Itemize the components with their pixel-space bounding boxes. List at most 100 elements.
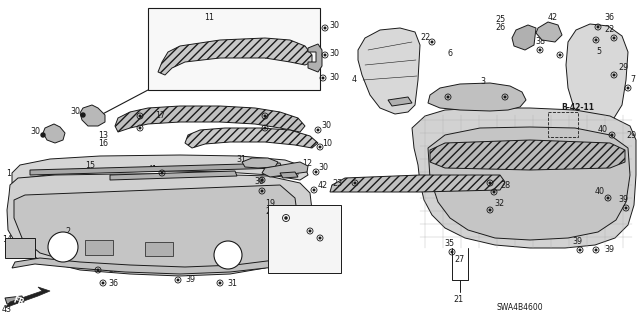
Text: 36: 36 bbox=[108, 279, 118, 288]
Text: FR.: FR. bbox=[12, 295, 28, 309]
Text: 2: 2 bbox=[65, 227, 70, 236]
Polygon shape bbox=[242, 158, 278, 168]
Circle shape bbox=[319, 145, 321, 149]
Circle shape bbox=[607, 197, 609, 199]
Circle shape bbox=[260, 179, 264, 182]
Circle shape bbox=[264, 115, 266, 117]
Circle shape bbox=[488, 209, 492, 211]
Text: 6: 6 bbox=[447, 49, 452, 58]
Text: 31: 31 bbox=[227, 278, 237, 287]
Circle shape bbox=[323, 26, 326, 29]
Circle shape bbox=[161, 172, 163, 174]
Polygon shape bbox=[358, 28, 420, 114]
Text: 9: 9 bbox=[320, 224, 325, 233]
Polygon shape bbox=[158, 38, 312, 75]
Text: 1: 1 bbox=[6, 168, 11, 177]
Circle shape bbox=[595, 39, 598, 41]
Text: 30: 30 bbox=[70, 108, 80, 116]
Polygon shape bbox=[428, 83, 526, 111]
Polygon shape bbox=[12, 252, 300, 274]
Text: 36: 36 bbox=[604, 13, 614, 23]
Circle shape bbox=[177, 278, 179, 281]
Text: 43: 43 bbox=[2, 306, 12, 315]
Circle shape bbox=[504, 95, 506, 99]
Circle shape bbox=[260, 189, 264, 192]
Text: 39: 39 bbox=[254, 176, 264, 186]
Text: 33: 33 bbox=[108, 265, 118, 275]
Text: 42: 42 bbox=[318, 181, 328, 189]
Text: 40: 40 bbox=[595, 188, 605, 197]
Circle shape bbox=[596, 26, 600, 28]
Circle shape bbox=[48, 232, 78, 262]
Text: 29: 29 bbox=[626, 130, 636, 139]
Text: 11: 11 bbox=[204, 12, 214, 21]
Circle shape bbox=[321, 77, 324, 79]
Circle shape bbox=[97, 269, 99, 271]
Circle shape bbox=[102, 281, 104, 285]
Polygon shape bbox=[280, 172, 298, 178]
Bar bbox=[5, 238, 35, 258]
Text: 24: 24 bbox=[442, 143, 452, 152]
Polygon shape bbox=[80, 105, 105, 126]
Polygon shape bbox=[5, 287, 50, 308]
Text: 28: 28 bbox=[500, 181, 510, 189]
Text: 8: 8 bbox=[320, 213, 325, 222]
Circle shape bbox=[627, 86, 630, 90]
Text: 22: 22 bbox=[604, 26, 614, 34]
Text: 41: 41 bbox=[148, 166, 158, 174]
Text: 26: 26 bbox=[495, 24, 505, 33]
Text: 13: 13 bbox=[98, 130, 108, 139]
Circle shape bbox=[323, 54, 326, 56]
Bar bbox=[148, 8, 320, 90]
Text: 3: 3 bbox=[480, 78, 485, 86]
Text: 39: 39 bbox=[618, 196, 628, 204]
Text: 27: 27 bbox=[454, 256, 464, 264]
Circle shape bbox=[353, 182, 356, 184]
Text: 19: 19 bbox=[265, 198, 275, 207]
Text: 15: 15 bbox=[85, 160, 95, 169]
Circle shape bbox=[579, 249, 582, 251]
Polygon shape bbox=[12, 155, 308, 183]
Text: 38: 38 bbox=[535, 38, 545, 47]
Text: 39: 39 bbox=[604, 246, 614, 255]
Text: 32: 32 bbox=[494, 198, 504, 207]
Text: 23: 23 bbox=[332, 179, 342, 188]
Circle shape bbox=[284, 216, 288, 220]
Polygon shape bbox=[115, 106, 305, 132]
Text: 12: 12 bbox=[302, 159, 312, 167]
Circle shape bbox=[264, 127, 266, 130]
Polygon shape bbox=[330, 175, 505, 192]
Circle shape bbox=[138, 127, 141, 130]
Text: 17: 17 bbox=[155, 112, 165, 121]
Circle shape bbox=[431, 41, 433, 43]
Circle shape bbox=[493, 190, 495, 194]
Text: 30: 30 bbox=[321, 122, 331, 130]
Text: 30: 30 bbox=[30, 128, 40, 137]
Bar bbox=[85, 240, 113, 255]
Circle shape bbox=[538, 48, 541, 51]
Circle shape bbox=[218, 281, 221, 285]
Text: 30: 30 bbox=[329, 21, 339, 31]
Text: 14: 14 bbox=[2, 235, 12, 244]
Text: 37: 37 bbox=[312, 250, 322, 259]
Circle shape bbox=[625, 206, 627, 210]
Circle shape bbox=[447, 95, 449, 99]
Bar bbox=[145, 242, 173, 256]
Text: 4: 4 bbox=[352, 76, 357, 85]
Text: 30: 30 bbox=[318, 164, 328, 173]
Text: 30: 30 bbox=[329, 48, 339, 57]
Polygon shape bbox=[14, 185, 298, 272]
Text: 29: 29 bbox=[618, 63, 628, 72]
Circle shape bbox=[317, 129, 319, 131]
Polygon shape bbox=[428, 127, 630, 240]
Text: 16: 16 bbox=[98, 138, 108, 147]
Polygon shape bbox=[388, 97, 412, 106]
Text: 42: 42 bbox=[548, 13, 558, 23]
Circle shape bbox=[319, 236, 321, 240]
Circle shape bbox=[451, 250, 454, 254]
Circle shape bbox=[214, 241, 242, 269]
Polygon shape bbox=[5, 296, 24, 304]
Text: B-42-11: B-42-11 bbox=[561, 103, 595, 113]
Text: 39: 39 bbox=[572, 238, 582, 247]
Text: 39: 39 bbox=[185, 276, 195, 285]
